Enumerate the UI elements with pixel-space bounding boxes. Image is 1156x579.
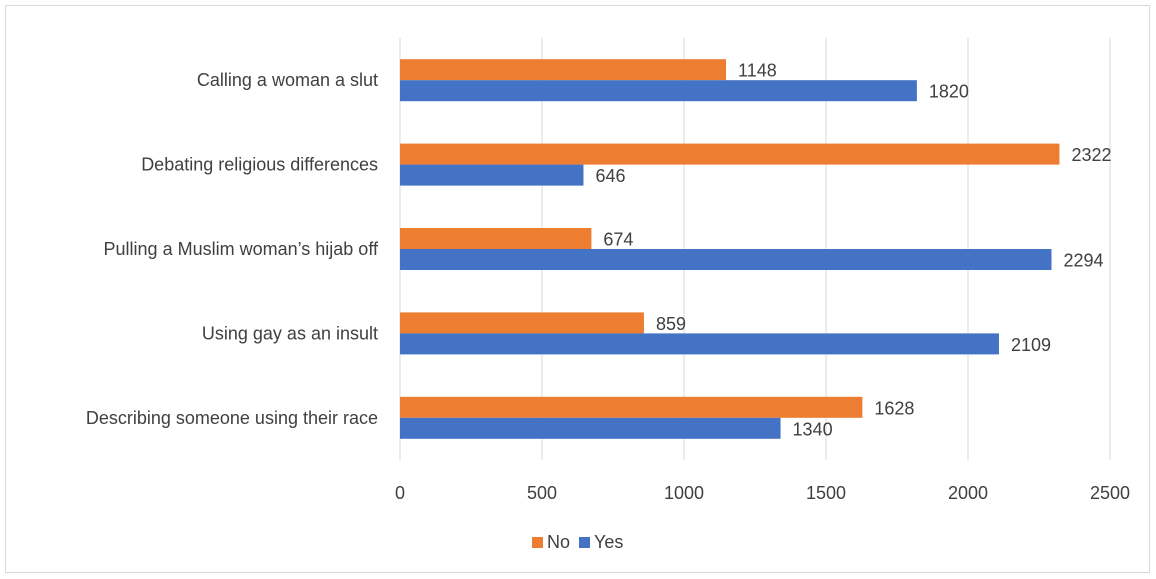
bars: [400, 59, 1060, 439]
bar-no: [400, 228, 592, 249]
bar-no: [400, 143, 1060, 165]
x-tick-label: 0: [395, 483, 405, 503]
data-label: 2322: [1071, 145, 1111, 165]
data-label: 1820: [929, 82, 969, 102]
bar-no: [400, 312, 644, 334]
x-tick-label: 500: [527, 483, 557, 503]
bar-no: [400, 59, 727, 81]
legend-label-yes: Yes: [594, 532, 623, 552]
category-labels: Calling a woman a slut Debating religious…: [86, 70, 379, 428]
x-tick-label: 1500: [806, 483, 846, 503]
data-label: 674: [603, 230, 633, 250]
legend-swatch-yes: [579, 537, 590, 548]
data-label: 2294: [1063, 251, 1103, 271]
category-label: Calling a woman a slut: [197, 70, 378, 90]
data-label: 1148: [738, 61, 777, 81]
x-tick-label: 2000: [948, 483, 988, 503]
category-label: Using gay as an insult: [202, 323, 378, 343]
bar-yes: [400, 249, 1052, 270]
x-tick-label: 1000: [664, 483, 704, 503]
category-label: Pulling a Muslim woman’s hijab off: [104, 239, 379, 259]
bar-yes: [400, 333, 999, 355]
data-label: 2109: [1011, 335, 1051, 355]
category-label: Debating religious differences: [141, 155, 378, 175]
data-label: 1628: [874, 398, 914, 418]
bar-yes: [400, 164, 584, 186]
x-tick-label: 2500: [1090, 483, 1130, 503]
bar-yes: [400, 80, 917, 102]
bar-no: [400, 396, 863, 418]
data-label: 859: [656, 314, 686, 334]
category-label: Describing someone using their race: [86, 408, 378, 428]
data-label: 1340: [793, 419, 833, 439]
bar-yes: [400, 417, 781, 439]
x-tick-labels: 0 500 1000 1500 2000 2500: [395, 483, 1130, 503]
data-labels: 1148 1820 2322 646 674 2294 859 2109 1628 1340: [595, 61, 1111, 440]
legend-label-no: No: [547, 532, 570, 552]
data-label: 646: [595, 166, 625, 186]
legend: No Yes: [532, 532, 623, 552]
legend-swatch-no: [532, 537, 543, 548]
